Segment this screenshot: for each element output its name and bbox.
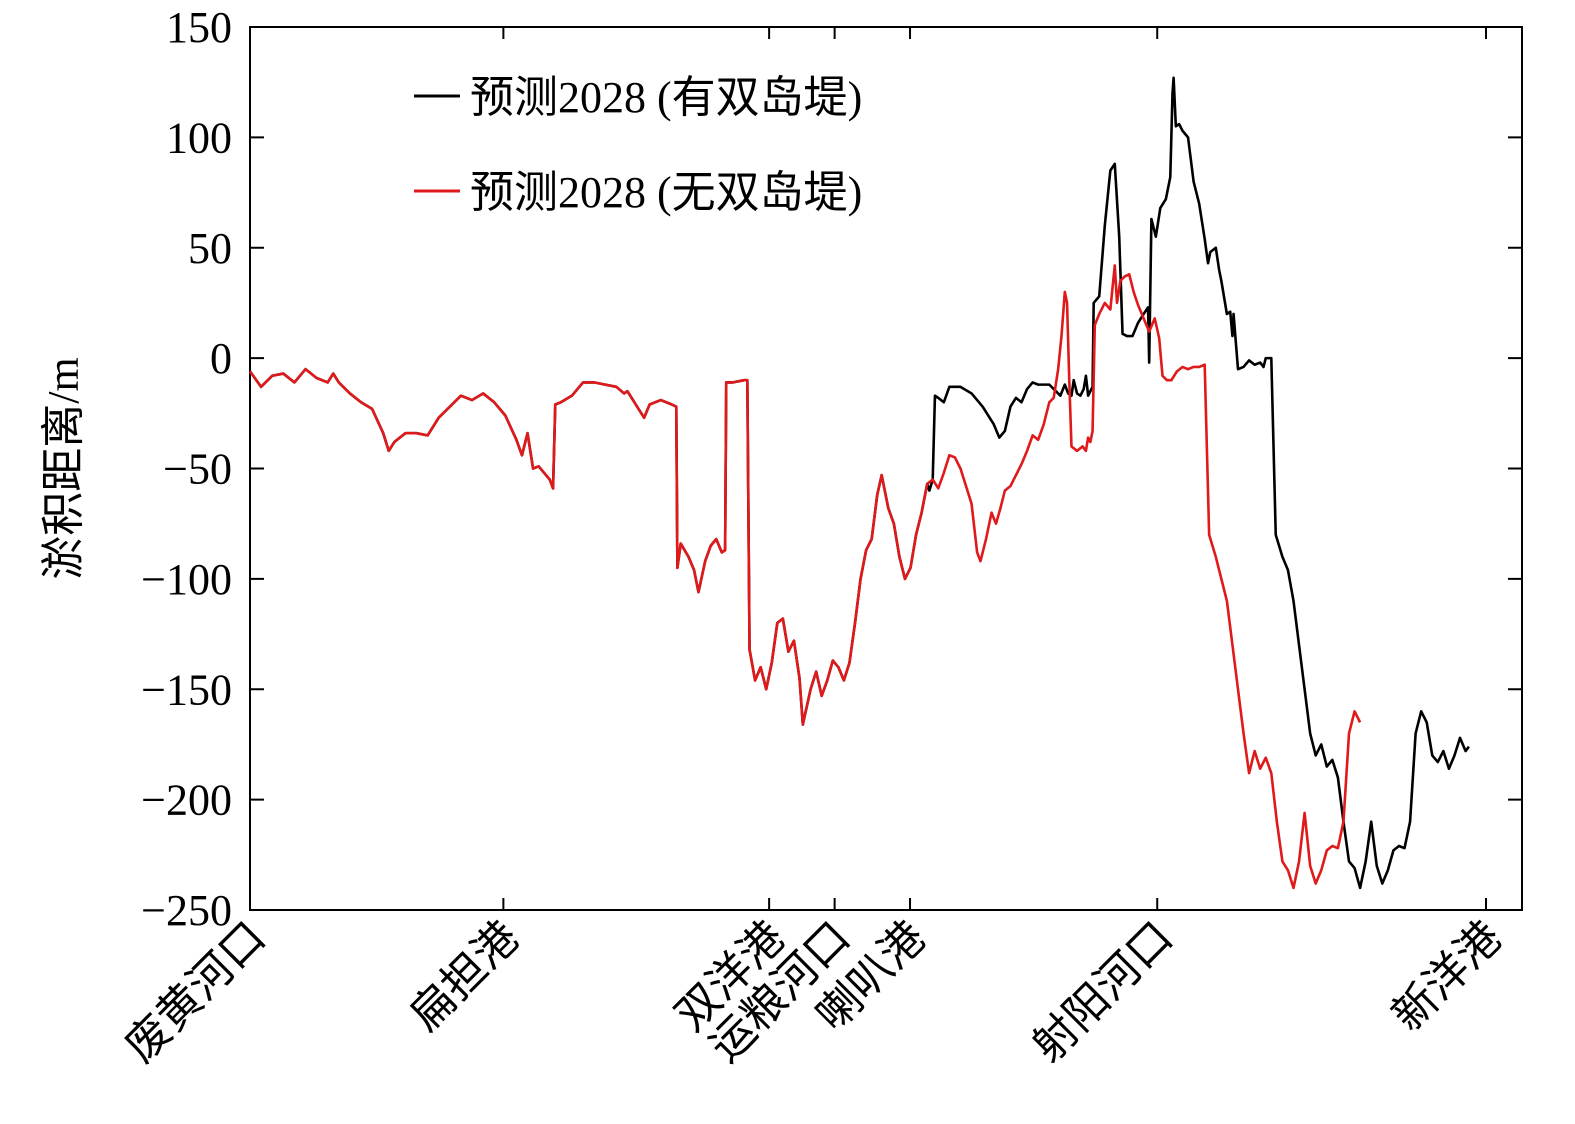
- plot-frame: [249, 26, 1523, 911]
- y-tick-label: −150: [141, 665, 232, 714]
- y-tick-label: 150: [166, 3, 232, 52]
- y-tick-label: −250: [141, 886, 232, 935]
- x-tick-label: 扁担港: [400, 912, 528, 1040]
- legend: 预测2028 (有双岛堤) 预测2028 (无双岛堤): [414, 73, 862, 217]
- series-group: [248, 76, 1470, 890]
- y-tick-label: −50: [163, 445, 232, 494]
- x-tick-label: 新洋港: [1383, 912, 1511, 1040]
- y-axis-label: 淤积距离/m: [39, 357, 88, 579]
- y-tick-label: −200: [141, 776, 232, 825]
- y-tick-label: −100: [141, 555, 232, 604]
- x-tick-label: 废黄河口: [116, 912, 275, 1071]
- legend-label-series-1: 预测2028 (有双岛堤): [470, 73, 862, 122]
- series-line-2: [248, 264, 1362, 890]
- legend-label-series-2: 预测2028 (无双岛堤): [470, 168, 862, 217]
- y-axis: 150 100 50 0 −50 −100 −150 −200 −250: [141, 3, 1522, 935]
- x-tick-label: 射阳河口: [1023, 912, 1182, 1071]
- y-tick-label: 50: [188, 224, 232, 273]
- y-tick-label: 100: [166, 113, 232, 162]
- y-tick-label: 0: [210, 334, 232, 383]
